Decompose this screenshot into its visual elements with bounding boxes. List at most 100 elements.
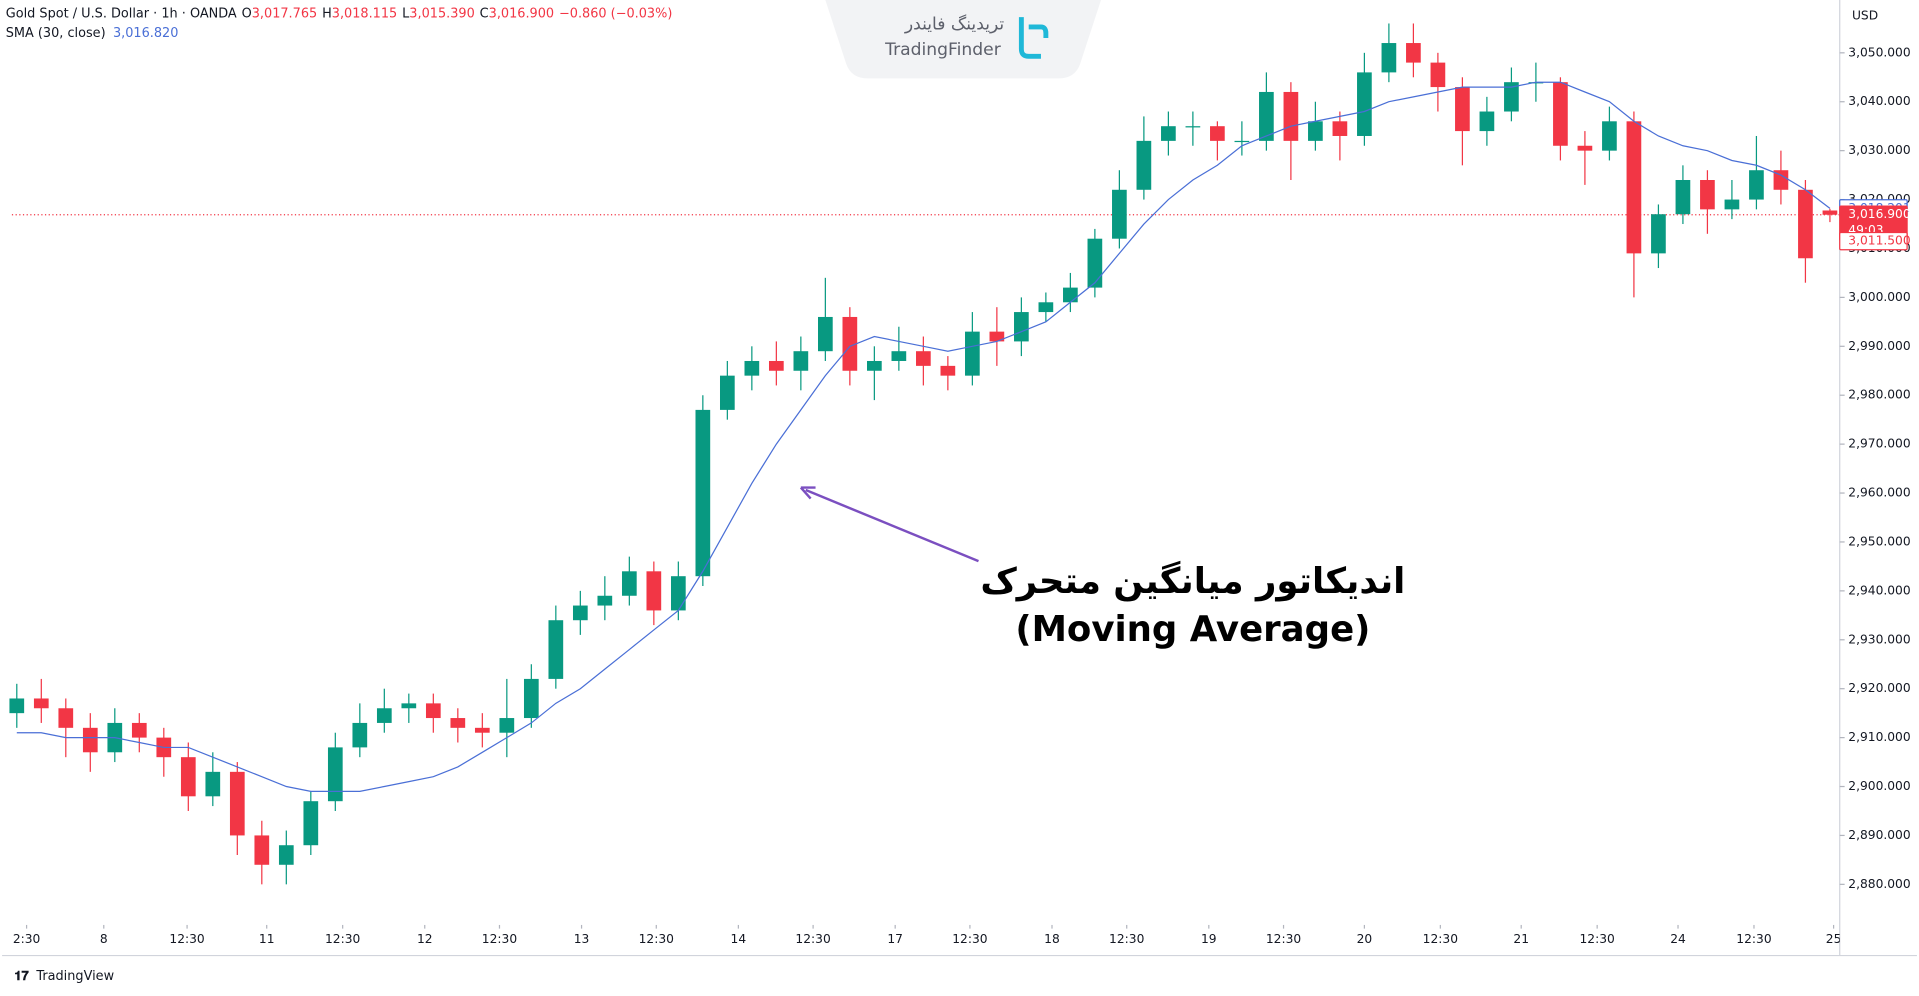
candle-body bbox=[1185, 126, 1201, 128]
x-tick-label: 25 bbox=[1826, 932, 1842, 946]
y-tick-label: 2,990.000 bbox=[1848, 339, 1910, 353]
x-tick-label: 8 bbox=[100, 932, 108, 946]
ohlc-key: O bbox=[242, 6, 252, 21]
candle-body bbox=[278, 845, 294, 865]
x-tick-label: 14 bbox=[731, 932, 747, 946]
candle-body bbox=[670, 576, 686, 611]
candle-body bbox=[818, 316, 833, 352]
candle-body bbox=[719, 375, 735, 410]
candle-body bbox=[474, 727, 490, 733]
footer-logo: 𝟏𝟕 bbox=[14, 969, 29, 984]
candle-body bbox=[572, 605, 588, 621]
x-tick-label: 12:30 bbox=[1580, 932, 1615, 946]
candle-body bbox=[867, 360, 882, 371]
candle-body bbox=[1161, 126, 1176, 141]
x-tick-label: 12:30 bbox=[639, 932, 674, 946]
candle-body bbox=[376, 708, 392, 723]
x-tick-label: 20 bbox=[1357, 932, 1373, 946]
candle-body bbox=[1553, 82, 1568, 146]
candle-body bbox=[891, 351, 907, 361]
candle-body bbox=[989, 331, 1005, 342]
candle-body bbox=[940, 365, 956, 376]
legend-value: 3,016.820 bbox=[113, 26, 178, 41]
candle-body bbox=[1357, 72, 1372, 136]
candle-body bbox=[1283, 91, 1299, 141]
y-tick-label: 2,960.000 bbox=[1848, 486, 1910, 500]
y-tick-label: 3,050.000 bbox=[1848, 45, 1910, 59]
candle-body bbox=[1332, 121, 1348, 136]
logo-icon bbox=[1018, 17, 1049, 59]
candle-body bbox=[1798, 189, 1813, 259]
candle-body bbox=[1406, 43, 1421, 63]
ohlc-key: C bbox=[480, 6, 489, 21]
ohlc-value: 3,017.765 bbox=[252, 6, 317, 21]
ohlc-key: H bbox=[322, 6, 332, 21]
annotation-arrowhead bbox=[799, 486, 816, 500]
x-tick-label: 21 bbox=[1513, 932, 1529, 946]
currency: USD bbox=[1852, 8, 1878, 22]
candle-body bbox=[1381, 43, 1397, 73]
candle-body bbox=[548, 620, 564, 679]
candle-body bbox=[646, 571, 662, 611]
y-tick-label: 2,950.000 bbox=[1848, 534, 1910, 548]
candle-body bbox=[793, 351, 809, 371]
candle-body bbox=[1259, 91, 1274, 141]
candle-body bbox=[1479, 111, 1495, 132]
x-tick-label: 12:30 bbox=[1109, 932, 1144, 946]
y-tick-label: 2,910.000 bbox=[1848, 730, 1910, 744]
annotation-arrow bbox=[805, 488, 979, 563]
candle-body bbox=[1210, 126, 1225, 141]
ohlc-value: 3,018.115 bbox=[332, 6, 397, 21]
candle-body bbox=[254, 835, 270, 865]
candle-body bbox=[1504, 82, 1519, 112]
candle-body bbox=[1455, 87, 1470, 132]
x-tick-label: 12:30 bbox=[1423, 932, 1458, 946]
candle-body bbox=[1087, 238, 1103, 288]
x-tick-label: 13 bbox=[574, 932, 590, 946]
ohlc-value: 3,016.900 bbox=[489, 6, 554, 21]
ohlc-value: 3,015.390 bbox=[409, 6, 474, 21]
annotation-text: اندیکاتور میانگین متحرک bbox=[980, 560, 1405, 602]
candle-body bbox=[1749, 170, 1764, 200]
ohlc-key: L bbox=[402, 6, 410, 21]
x-tick-label: 17 bbox=[887, 932, 903, 946]
candle-body bbox=[229, 771, 245, 836]
candle-body bbox=[1038, 302, 1054, 313]
plot: 2,880.000 2,890.000 2,900.000 2,910.000 2,92… bbox=[2, 0, 1917, 957]
x-tick-label: 12:30 bbox=[952, 932, 987, 946]
candle-body bbox=[597, 595, 613, 606]
x-tick-label: 12 bbox=[417, 932, 433, 946]
x-tick-label: 2:30 bbox=[13, 932, 41, 946]
candle-body bbox=[401, 703, 417, 709]
candle-body bbox=[180, 757, 196, 797]
candle-body bbox=[768, 360, 784, 371]
x-tick-label: 12:30 bbox=[482, 932, 517, 946]
candle-body bbox=[1700, 179, 1715, 210]
logo-latin: TradingFinder bbox=[884, 40, 1002, 60]
candle-body bbox=[1577, 145, 1593, 151]
candle-body bbox=[1430, 62, 1446, 88]
y-tick-label: 2,970.000 bbox=[1848, 437, 1910, 451]
candle-body bbox=[1675, 179, 1691, 215]
x-tick-label: 12:30 bbox=[325, 932, 360, 946]
candle-body bbox=[327, 747, 343, 802]
candle-body bbox=[1136, 140, 1152, 190]
candle-body bbox=[1014, 312, 1029, 342]
y-tick-label: 3,030.000 bbox=[1848, 143, 1910, 157]
y-tick-label: 2,900.000 bbox=[1848, 779, 1910, 793]
x-tick-label: 24 bbox=[1670, 932, 1686, 946]
symbol: Gold Spot / U.S. Dollar · 1h · OANDA bbox=[6, 6, 237, 21]
x-tick-label: 18 bbox=[1044, 932, 1060, 946]
y-tick-label: 3,040.000 bbox=[1848, 94, 1910, 108]
footer: TradingView bbox=[35, 969, 114, 984]
y-tick-label: 2,930.000 bbox=[1848, 632, 1910, 646]
legend: SMA (30, close) 3,016.820 bbox=[6, 26, 179, 41]
price-label-box bbox=[1839, 231, 1908, 251]
x-tick-label: 12:30 bbox=[795, 932, 830, 946]
candle-body bbox=[695, 409, 711, 577]
candle-body bbox=[744, 360, 760, 376]
candle-body bbox=[621, 571, 637, 596]
logo-persian: تریدینگ فایندر bbox=[904, 14, 1005, 35]
